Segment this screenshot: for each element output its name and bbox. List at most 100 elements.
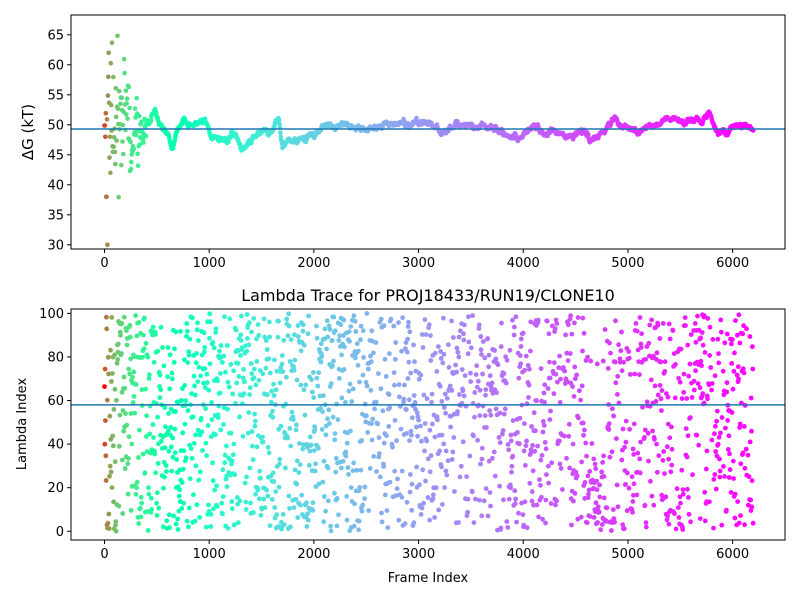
lambda-point — [475, 378, 481, 384]
dg-point — [118, 101, 123, 107]
lambda-point — [406, 397, 412, 403]
lambda-point — [642, 427, 648, 433]
lambda-point — [639, 331, 644, 337]
dg-point — [135, 163, 141, 168]
lambda-point — [731, 368, 737, 374]
lambda-point — [206, 387, 212, 393]
lambda-point — [277, 456, 283, 462]
lambda-point — [305, 331, 311, 337]
dg-point — [276, 117, 282, 123]
lambda-point — [155, 348, 161, 354]
lambda-point — [357, 379, 362, 385]
lambda-point — [415, 433, 420, 439]
lambda-point — [150, 422, 156, 427]
lambda-point — [747, 439, 753, 445]
lambda-point — [246, 320, 252, 325]
lambda-point — [348, 485, 354, 490]
lambda-point — [725, 447, 731, 452]
lambda-point — [299, 492, 305, 498]
lambda-point — [312, 468, 318, 474]
lambda-point — [601, 474, 607, 479]
dg-chart: 0 1000 2000 3000 4000 5000 6000 30 35 40 45 50 55 60… — [19, 14, 786, 271]
lambda-point — [176, 493, 182, 499]
lambda-point — [405, 324, 411, 329]
lambda-point — [203, 524, 209, 530]
lambda-point — [650, 428, 655, 434]
lambda-x-tick-label: 2000 — [297, 547, 330, 562]
lambda-point — [409, 415, 415, 421]
lambda-point — [235, 361, 241, 366]
lambda-point — [669, 462, 675, 468]
lambda-point — [660, 321, 666, 326]
lambda-point — [143, 386, 149, 392]
dg-x-tick-label: 1000 — [193, 256, 226, 271]
lambda-point — [634, 328, 640, 334]
lambda-point — [345, 465, 351, 470]
lambda-point — [114, 397, 119, 403]
lambda-point — [454, 345, 460, 351]
dg-point — [107, 134, 113, 140]
lambda-point — [716, 360, 722, 366]
lambda-point — [204, 371, 210, 377]
lambda-point — [657, 383, 663, 388]
lambda-point — [353, 329, 359, 334]
lambda-point — [121, 428, 127, 434]
lambda-point — [471, 520, 477, 525]
lambda-point — [626, 355, 632, 361]
lambda-point — [585, 354, 590, 360]
lambda-point — [545, 386, 551, 391]
lambda-point — [483, 486, 489, 491]
lambda-point — [224, 343, 230, 348]
dg-point — [277, 121, 282, 127]
lambda-point — [695, 313, 700, 319]
lambda-point — [670, 328, 676, 333]
lambda-point — [218, 427, 224, 433]
lambda-point — [205, 423, 211, 428]
lambda-point — [380, 408, 386, 414]
lambda-point — [481, 498, 487, 504]
lambda-point — [239, 313, 244, 319]
lambda-point — [630, 509, 635, 515]
lambda-point — [704, 448, 710, 454]
lambda-point — [198, 373, 204, 379]
lambda-point — [254, 444, 260, 450]
lambda-point — [472, 414, 477, 420]
lambda-point — [491, 449, 497, 455]
lambda-point — [411, 393, 417, 398]
lambda-point — [437, 448, 442, 454]
lambda-point — [466, 314, 471, 320]
lambda-point — [267, 523, 273, 529]
dg-point — [133, 132, 139, 138]
lambda-point — [276, 484, 282, 490]
lambda-point — [435, 417, 440, 423]
lambda-point — [651, 353, 656, 359]
lambda-point — [582, 480, 588, 485]
lambda-point — [648, 377, 654, 383]
dg-point — [119, 95, 124, 100]
lambda-point — [675, 505, 681, 510]
lambda-point — [412, 359, 417, 365]
lambda-point — [446, 342, 451, 348]
lambda-point — [175, 527, 181, 532]
lambda-point — [595, 504, 601, 510]
lambda-point — [691, 378, 697, 384]
lambda-point — [543, 497, 549, 503]
lambda-point — [382, 492, 388, 498]
lambda-point — [493, 406, 499, 412]
lambda-point — [444, 396, 450, 401]
lambda-point — [407, 438, 412, 443]
lambda-point — [297, 441, 302, 446]
lambda-point — [207, 311, 213, 317]
lambda-point — [610, 406, 615, 412]
lambda-point — [202, 366, 208, 372]
lambda-point — [504, 357, 510, 363]
lambda-point — [128, 411, 134, 416]
lambda-point — [528, 319, 534, 325]
lambda-point — [175, 516, 181, 522]
lambda-point — [580, 315, 586, 321]
lambda-point — [471, 433, 476, 439]
lambda-point — [440, 502, 445, 507]
lambda-point — [222, 452, 228, 458]
lambda-point — [694, 432, 700, 438]
